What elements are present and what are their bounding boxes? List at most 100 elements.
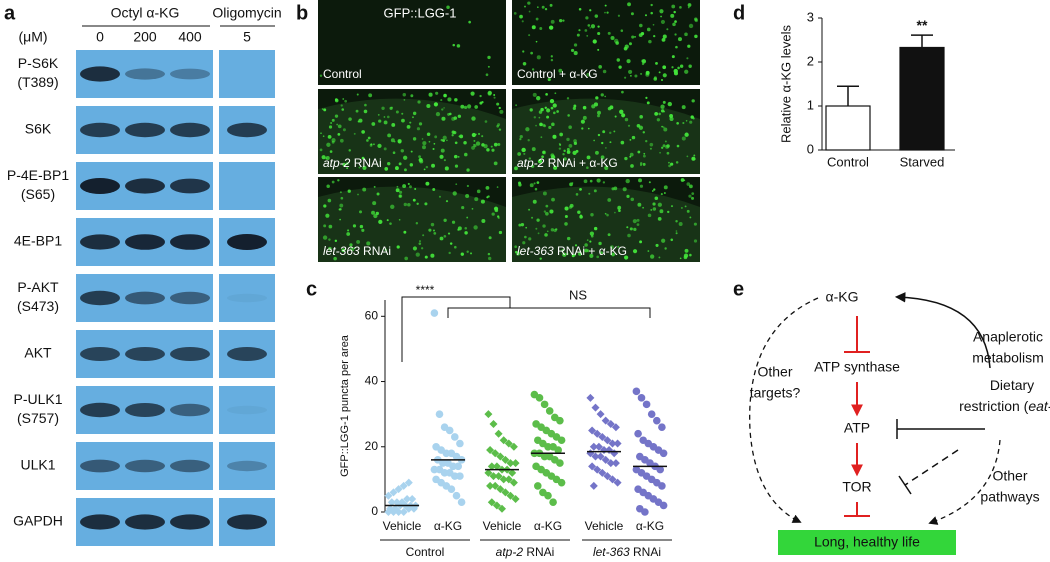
puncta bbox=[624, 156, 628, 161]
puncta bbox=[440, 148, 445, 153]
dose-label: 0 bbox=[96, 29, 104, 45]
blot bbox=[219, 274, 275, 322]
puncta bbox=[416, 127, 421, 131]
puncta bbox=[627, 233, 631, 238]
puncta bbox=[679, 64, 684, 68]
puncta bbox=[522, 241, 526, 245]
y-tick-label: 0 bbox=[371, 504, 378, 518]
puncta bbox=[455, 183, 458, 185]
blot-band bbox=[125, 178, 165, 194]
puncta bbox=[454, 245, 457, 249]
puncta bbox=[535, 227, 538, 230]
bar bbox=[899, 46, 945, 151]
puncta bbox=[515, 251, 521, 256]
x-tick-label: Vehicle bbox=[483, 519, 522, 533]
puncta bbox=[669, 116, 674, 122]
data-point bbox=[596, 452, 605, 461]
puncta bbox=[539, 27, 543, 30]
puncta bbox=[582, 115, 587, 120]
puncta bbox=[535, 17, 539, 21]
puncta bbox=[383, 147, 387, 151]
puncta bbox=[561, 249, 564, 252]
data-point bbox=[387, 498, 396, 507]
puncta bbox=[684, 132, 689, 137]
puncta bbox=[562, 252, 567, 257]
puncta bbox=[649, 147, 652, 150]
data-point bbox=[608, 439, 617, 448]
puncta bbox=[551, 122, 555, 127]
puncta bbox=[377, 114, 380, 116]
data-point bbox=[430, 309, 439, 317]
puncta bbox=[660, 15, 662, 18]
puncta bbox=[364, 103, 367, 107]
data-point bbox=[641, 508, 649, 516]
puncta bbox=[531, 216, 534, 219]
puncta bbox=[341, 108, 345, 111]
puncta bbox=[578, 7, 582, 11]
puncta bbox=[541, 155, 544, 159]
puncta bbox=[493, 142, 498, 147]
puncta bbox=[320, 132, 322, 135]
puncta bbox=[432, 188, 436, 191]
puncta bbox=[519, 134, 523, 139]
puncta bbox=[339, 138, 344, 143]
puncta bbox=[647, 213, 652, 218]
puncta bbox=[549, 98, 555, 104]
puncta bbox=[530, 164, 535, 168]
y-axis-label: GFP::LGG-1 puncta per area bbox=[339, 334, 351, 477]
puncta bbox=[432, 147, 435, 151]
puncta bbox=[361, 130, 365, 134]
y-tick-label: 60 bbox=[365, 308, 379, 322]
puncta bbox=[419, 240, 421, 243]
puncta bbox=[323, 224, 327, 228]
image-caption: atp-2 RNAi + α-KG bbox=[517, 156, 618, 170]
puncta bbox=[576, 33, 580, 37]
puncta bbox=[328, 238, 331, 241]
puncta bbox=[483, 144, 488, 149]
puncta bbox=[465, 193, 470, 198]
data-point bbox=[509, 442, 518, 451]
puncta bbox=[628, 69, 633, 74]
node-label: TOR bbox=[842, 479, 871, 495]
puncta bbox=[357, 193, 359, 196]
puncta bbox=[626, 194, 630, 198]
puncta bbox=[566, 97, 570, 100]
panel-label: d bbox=[733, 2, 745, 24]
puncta bbox=[327, 198, 332, 203]
puncta bbox=[355, 109, 359, 113]
puncta bbox=[362, 165, 367, 170]
puncta bbox=[527, 1, 531, 5]
puncta bbox=[421, 138, 424, 140]
data-point bbox=[658, 423, 666, 432]
puncta bbox=[440, 99, 443, 102]
data-point bbox=[447, 485, 456, 493]
puncta bbox=[654, 111, 659, 116]
puncta bbox=[556, 110, 559, 113]
data-point bbox=[556, 459, 564, 467]
blot-band bbox=[125, 68, 165, 80]
puncta bbox=[652, 23, 655, 26]
inhibition-edge bbox=[904, 449, 959, 486]
puncta bbox=[531, 68, 535, 71]
puncta bbox=[498, 128, 502, 131]
puncta bbox=[589, 27, 592, 29]
puncta bbox=[520, 222, 525, 227]
x-tick-label: Starved bbox=[900, 154, 945, 169]
puncta bbox=[329, 150, 333, 153]
puncta bbox=[673, 10, 676, 14]
puncta bbox=[634, 74, 638, 78]
data-point bbox=[656, 465, 664, 474]
puncta bbox=[493, 96, 496, 99]
blot-band bbox=[80, 66, 120, 82]
puncta bbox=[528, 10, 531, 13]
data-point bbox=[603, 472, 612, 481]
puncta bbox=[595, 150, 599, 155]
puncta bbox=[542, 123, 546, 127]
puncta bbox=[597, 110, 601, 115]
blot-band bbox=[80, 347, 120, 361]
puncta bbox=[597, 133, 601, 137]
blot-label: S6K bbox=[25, 121, 52, 137]
puncta bbox=[328, 125, 333, 129]
puncta bbox=[604, 95, 607, 98]
puncta bbox=[390, 138, 395, 143]
